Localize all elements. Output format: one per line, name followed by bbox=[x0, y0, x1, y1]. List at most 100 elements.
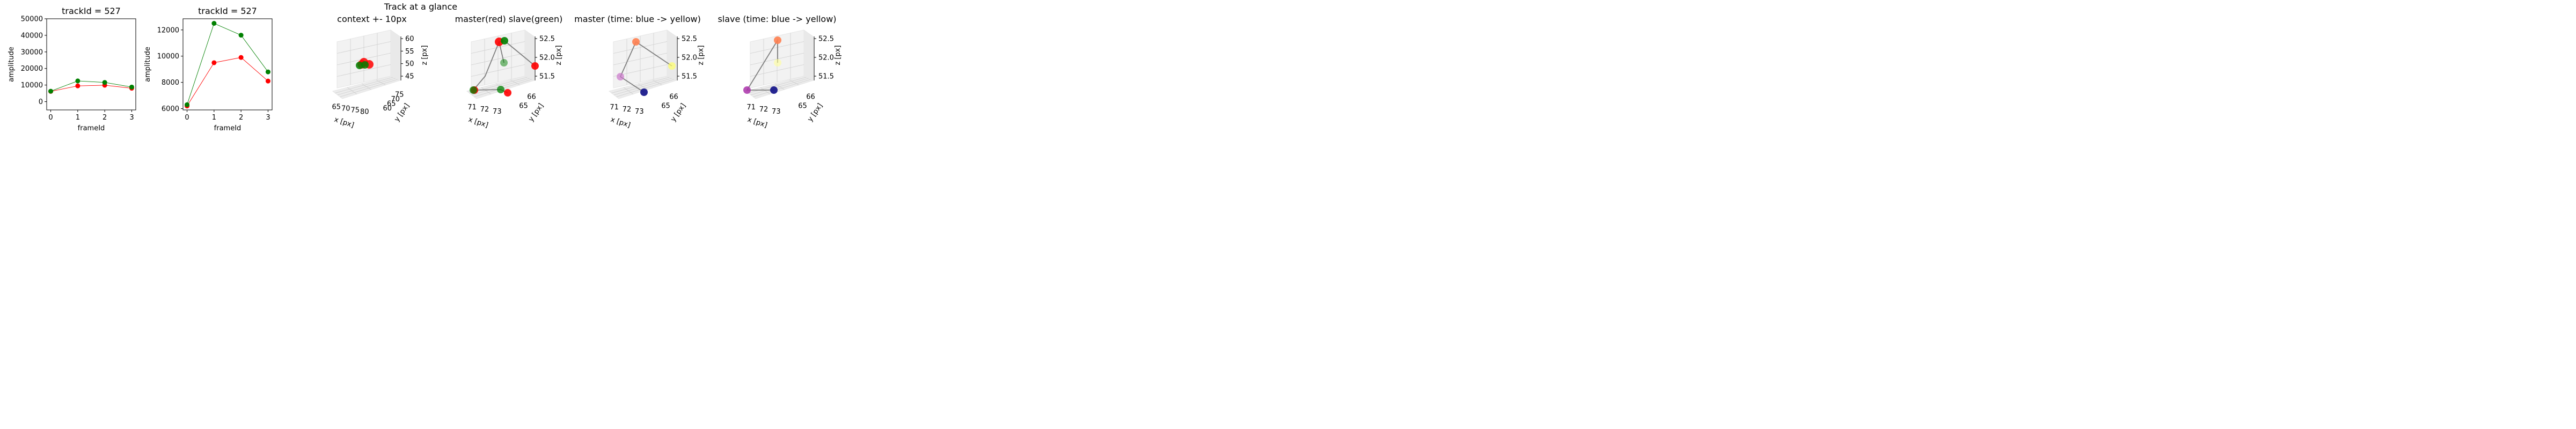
series-line-1 bbox=[50, 80, 132, 92]
data-point bbox=[102, 80, 107, 85]
grid-line bbox=[789, 79, 799, 85]
data-point-3d bbox=[617, 73, 624, 80]
x-tick-label: 75 bbox=[350, 107, 360, 115]
data-point-3d bbox=[743, 86, 751, 94]
data-point-3d bbox=[501, 37, 508, 45]
y-tick-label: 65 bbox=[519, 102, 528, 110]
x-axis-label: x [px] bbox=[610, 116, 632, 130]
x-tick-label: 65 bbox=[332, 103, 341, 112]
z-tick-label: 51.5 bbox=[818, 73, 834, 81]
data-point bbox=[75, 78, 80, 84]
grid-line bbox=[753, 79, 811, 97]
data-point-3d bbox=[632, 38, 640, 46]
grid-line bbox=[361, 83, 371, 90]
x-tick-label: 80 bbox=[360, 108, 369, 116]
chart-title: trackId = 527 bbox=[62, 6, 121, 16]
y-tick-label: 65 bbox=[387, 100, 396, 108]
x-tick-label: 1 bbox=[212, 114, 216, 122]
z-tick-label: 51.5 bbox=[682, 73, 697, 81]
x-tick-label: 0 bbox=[48, 114, 53, 122]
series-line-0 bbox=[187, 57, 268, 106]
z-tick-label: 52.0 bbox=[818, 54, 834, 62]
side-pane bbox=[667, 29, 677, 81]
scatter3d-slave-time: slave (time: blue -> yellow) 51.5 52.0 52.5… bbox=[718, 14, 841, 130]
y-axis-label: y [px] bbox=[806, 102, 824, 123]
x-tick-label: 2 bbox=[103, 114, 107, 122]
scatter3d-master-time: master (time: blue -> yellow) 51.5 52.0 52.… bbox=[574, 14, 705, 130]
y-tick-label: 65 bbox=[661, 102, 670, 110]
x-axis-label: frameId bbox=[214, 124, 241, 132]
x-tick-label: 73 bbox=[772, 108, 781, 116]
data-point-3d bbox=[500, 59, 508, 66]
data-point-3d bbox=[770, 86, 778, 94]
z-axis-label: z [px] bbox=[421, 45, 429, 65]
data-point bbox=[75, 83, 80, 88]
y-tick-label: 60 bbox=[383, 105, 392, 113]
x-tick-label: 73 bbox=[493, 108, 502, 116]
data-point-3d bbox=[774, 59, 781, 66]
data-point-3d bbox=[361, 61, 369, 69]
line-chart-amplitude-zoom: trackId = 527 0 1 2 3 6000 8000 10000 12000 frame… bbox=[144, 6, 273, 132]
series-line-1 bbox=[187, 23, 268, 105]
data-point bbox=[238, 55, 244, 60]
line-chart-amplitude-full: trackId = 527 0 1 2 3 0 10000 20000 30000 40000 50… bbox=[8, 6, 136, 132]
figure: Track at a glance trackId = 527 0 1 2 3 0 1000… bbox=[8, 2, 841, 132]
data-point-3d bbox=[497, 86, 504, 93]
y-tick-label: 0 bbox=[39, 98, 43, 106]
chart-title: slave (time: blue -> yellow) bbox=[718, 14, 836, 24]
plot-frame bbox=[46, 18, 136, 110]
data-point bbox=[211, 21, 217, 26]
z-tick-label: 52.5 bbox=[682, 35, 697, 43]
grid-line bbox=[652, 79, 662, 85]
z-tick-label: 45 bbox=[405, 73, 414, 81]
y-tick-label: 40000 bbox=[21, 32, 43, 40]
y-tick-label: 12000 bbox=[157, 26, 179, 34]
z-axis-label: z [px] bbox=[697, 45, 705, 65]
y-tick-label: 66 bbox=[806, 93, 815, 101]
grid-line bbox=[774, 83, 785, 90]
x-axis-label: x [px] bbox=[747, 116, 769, 130]
y-axis-label: y [px] bbox=[669, 102, 687, 123]
y-axis-label: amplitude bbox=[144, 47, 152, 82]
scatter3d-master-slave: master(red) slave(green) 51.5 52.0 52.5z [p… bbox=[455, 14, 563, 130]
z-tick-label: 52.0 bbox=[539, 54, 555, 62]
x-tick-label: 70 bbox=[341, 105, 350, 113]
x-axis-label: frameId bbox=[78, 124, 105, 132]
y-tick-label: 66 bbox=[527, 93, 536, 101]
x-tick-label: 71 bbox=[747, 103, 756, 112]
y-tick-label: 66 bbox=[669, 93, 678, 101]
data-point bbox=[48, 88, 54, 94]
z-tick-label: 52.5 bbox=[539, 35, 555, 43]
z-tick-label: 51.5 bbox=[539, 73, 555, 81]
suptitle: Track at a glance bbox=[384, 2, 457, 12]
y-tick-label: 10000 bbox=[21, 82, 43, 90]
data-point-3d bbox=[774, 36, 781, 44]
x-axis-label: x [px] bbox=[333, 116, 355, 130]
y-axis-label: amplitude bbox=[8, 47, 16, 82]
y-tick-label: 75 bbox=[395, 91, 404, 99]
x-tick-label: 1 bbox=[76, 114, 80, 122]
chart-title: master(red) slave(green) bbox=[455, 14, 563, 24]
data-point bbox=[265, 69, 270, 75]
y-tick-label: 10000 bbox=[157, 53, 179, 61]
y-tick-label: 30000 bbox=[21, 48, 43, 56]
data-point bbox=[185, 102, 190, 107]
x-axis-label: x [px] bbox=[467, 116, 489, 130]
data-point-3d bbox=[531, 62, 539, 70]
data-point-3d bbox=[668, 62, 676, 70]
track-connector bbox=[619, 41, 672, 93]
y-tick-label: 70 bbox=[391, 95, 400, 103]
series-line-0 bbox=[50, 85, 132, 92]
data-point-3d bbox=[504, 89, 511, 97]
x-tick-label: 71 bbox=[610, 103, 619, 112]
grid-line bbox=[336, 64, 391, 77]
grid-line bbox=[340, 79, 398, 97]
y-tick-label: 6000 bbox=[162, 105, 179, 113]
side-pane bbox=[390, 29, 400, 81]
data-point-3d bbox=[470, 86, 477, 94]
chart-title: trackId = 527 bbox=[198, 6, 257, 16]
x-tick-label: 72 bbox=[623, 106, 632, 114]
z-tick-label: 55 bbox=[405, 48, 414, 56]
plot-frame bbox=[182, 18, 273, 110]
